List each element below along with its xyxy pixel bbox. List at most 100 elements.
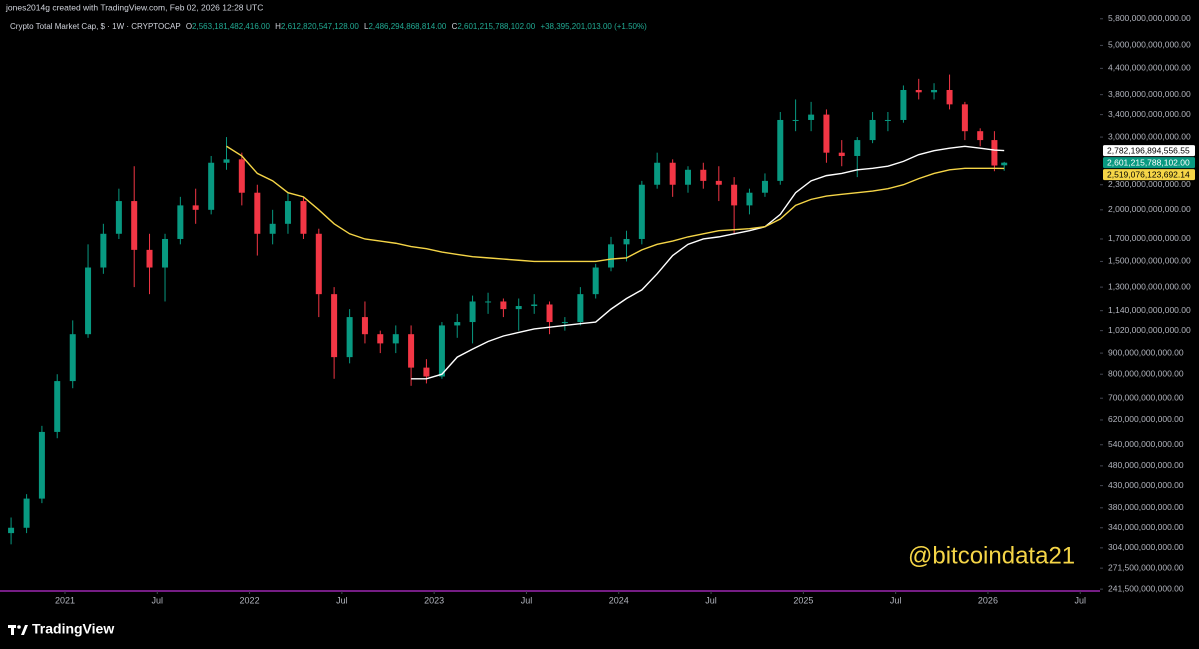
ohlc-key: L [364,22,369,31]
ohlc-value: 2,486,294,868,814.00 [368,22,446,31]
candle-body [23,498,30,528]
x-tick-label: Jul [521,595,533,605]
watermark: @bitcoindata21 [908,542,1075,569]
candle-body [654,162,661,185]
candle-body [546,304,553,323]
candle-body [561,322,568,324]
x-tick-label: Jul [705,595,717,605]
candle-body [377,334,384,344]
candle-body [515,306,522,310]
candle-body [115,201,122,234]
candle-body [638,184,645,239]
y-tick-label: 5,000,000,000,000.00 [1108,40,1191,50]
candle-body [623,238,630,245]
candle-body [392,334,399,344]
x-tick-label: Jul [890,595,902,605]
price-label: 2,782,196,894,556.55 [1107,145,1190,155]
credit: jones2014g created with TradingView.com,… [5,2,263,12]
candle-body [331,294,338,358]
y-tick-label: 900,000,000,000.00 [1108,347,1184,357]
candle-body [761,180,768,193]
y-tick-label: 800,000,000,000.00 [1108,368,1184,378]
candle-body [469,301,476,323]
candle-body [192,205,199,210]
y-tick-label: 3,400,000,000,000.00 [1108,109,1191,119]
candle-body [361,317,368,335]
candle-body [700,169,707,181]
x-tick-label: 2026 [978,595,998,605]
candle-body [991,140,998,166]
candle-body [777,119,784,181]
candle-body [592,267,599,295]
symbol: Crypto Total Market Cap, $ · 1W · CRYPTO… [10,22,181,31]
candle-body [300,201,307,234]
y-tick-label: 1,700,000,000,000.00 [1108,233,1191,243]
ohlc-value: 2,601,215,788,102.00 [457,22,535,31]
y-tick-label: 430,000,000,000.00 [1108,480,1184,490]
y-tick-label: 271,500,000,000.00 [1108,562,1184,572]
price-label-box [1103,169,1195,181]
x-tick-label: 2021 [55,595,75,605]
y-tick-label: 2,000,000,000,000.00 [1108,204,1191,214]
candle-body [162,238,169,268]
x-tick-label: 2024 [609,595,629,605]
y-tick-label: 5,800,000,000,000.00 [1108,13,1191,23]
y-tick-label: 1,140,000,000,000.00 [1108,305,1191,315]
y-tick-label: 2,300,000,000,000.00 [1108,179,1191,189]
candle-body [854,140,861,156]
price-label: 2,601,215,788,102.00 [1107,157,1190,167]
candle-body [131,201,138,250]
moving-average-line [226,145,1005,263]
price-label-box [1103,145,1195,157]
candle-body [900,89,907,120]
y-tick-label: 380,000,000,000.00 [1108,502,1184,512]
logo-part [17,625,21,629]
candle-body [931,89,938,93]
x-tick-label: 2022 [240,595,260,605]
ohlc-key: O [186,22,192,31]
y-tick-label: 1,300,000,000,000.00 [1108,281,1191,291]
candle-body [808,114,815,120]
x-tick-label: Jul [336,595,348,605]
plot-area [8,74,1008,545]
ohlc-key: H [275,22,281,31]
candle-body [208,162,215,210]
logo-part [11,625,14,635]
y-tick-label: 340,000,000,000.00 [1108,522,1184,532]
x-tick-label: 2025 [793,595,813,605]
y-tick-label: 540,000,000,000.00 [1108,439,1184,449]
candle-body [577,294,584,323]
candle-body [69,334,76,382]
price-label-box [1103,157,1195,169]
brand: TradingView [32,621,114,637]
change: +38,395,201,013.00 (+1.50%) [540,22,647,31]
y-tick-label: 4,400,000,000,000.00 [1108,63,1191,73]
candle-body [269,223,276,234]
candle-body [869,119,876,141]
logo-part [21,625,28,635]
candle-body [669,162,676,185]
candle-body [823,114,830,153]
candle-body [423,367,430,377]
candle-body [977,131,984,141]
candle-body [408,334,415,368]
candle-body [177,205,184,239]
candle-body [684,169,691,185]
price-label: 2,519,076,123,692.14 [1107,169,1190,179]
brand-logo [8,625,28,635]
candle-body [146,249,153,268]
candle-body [608,244,615,268]
candle-body [284,201,291,224]
ohlc-value: 2,563,181,482,416.00 [192,22,270,31]
y-tick-label: 304,000,000,000.00 [1108,542,1184,552]
candle-body [792,119,799,121]
y-tick-label: 1,500,000,000,000.00 [1108,256,1191,266]
y-tick-label: 480,000,000,000.00 [1108,460,1184,470]
y-tick-label: 620,000,000,000.00 [1108,414,1184,424]
candle-body [731,184,738,206]
candle-body [1001,162,1008,166]
candle-body [315,233,322,295]
candle-body [346,317,353,358]
candle-body [961,104,968,132]
